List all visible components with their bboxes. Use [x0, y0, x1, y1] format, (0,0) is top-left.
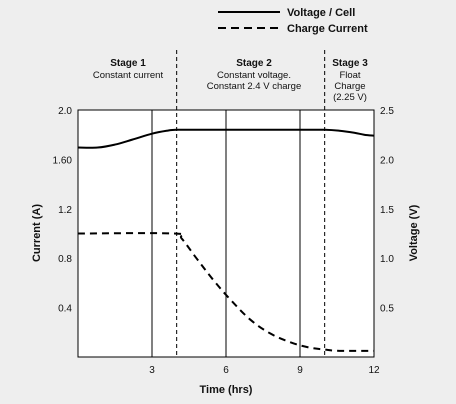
stage-3-line-1: Float: [339, 70, 360, 81]
y-left-tick-label-1.60: 1.60: [53, 155, 73, 166]
y-axis-title-right: Voltage (V): [408, 204, 420, 261]
legend-label-current: Charge Current: [287, 23, 368, 35]
y-left-tick-label-0.4: 0.4: [58, 304, 72, 315]
legend-label-voltage: Voltage / Cell: [287, 7, 355, 19]
y-axis-title-left: Current (A): [31, 204, 43, 262]
y-left-tick-label-2.0: 2.0: [58, 106, 72, 117]
y-left-tick-label-1.2: 1.2: [58, 205, 72, 216]
legend: Voltage / Cell Charge Current: [218, 7, 368, 35]
stage-dividers: [176, 50, 326, 357]
y-right-tick-label-1.0: 1.0: [380, 254, 394, 265]
x-tick-label-12: 12: [368, 365, 380, 376]
stage-1-line-1: Constant current: [93, 70, 164, 81]
y-right-tick-label-2.5: 2.5: [380, 106, 394, 117]
stage-2-line-2: Constant 2.4 V charge: [207, 81, 302, 92]
y-left-tick-label-0.8: 0.8: [58, 254, 72, 265]
y-right-tick-label-1.5: 1.5: [380, 205, 394, 216]
stage-2-title: Stage 2: [236, 58, 272, 69]
x-axis-title: Time (hrs): [200, 384, 253, 396]
tick-labels: 3 6 9 12 0.4 0.8 1.2 1.60 2.0 0.5 1.0 1.5 2.0 2.5: [53, 106, 395, 376]
stage-3-line-2: Charge: [334, 81, 365, 92]
y-right-tick-label-0.5: 0.5: [380, 304, 394, 315]
stage-1-title: Stage 1: [110, 58, 146, 69]
stage-3-line-3: (2.25 V): [333, 92, 367, 103]
x-tick-label-6: 6: [223, 365, 229, 376]
series-line-voltage: [77, 128, 375, 149]
y-right-tick-label-2.0: 2.0: [380, 155, 394, 166]
x-tick-label-9: 9: [297, 365, 303, 376]
x-tick-label-3: 3: [149, 365, 155, 376]
series-lines: [77, 128, 375, 352]
series-line-charge-current: [77, 232, 375, 352]
stage-3-title: Stage 3: [332, 58, 368, 69]
stage-2-line-1: Constant voltage.: [217, 70, 291, 81]
stage-header: Stage 1 Constant current Stage 2 Constan…: [78, 50, 374, 108]
